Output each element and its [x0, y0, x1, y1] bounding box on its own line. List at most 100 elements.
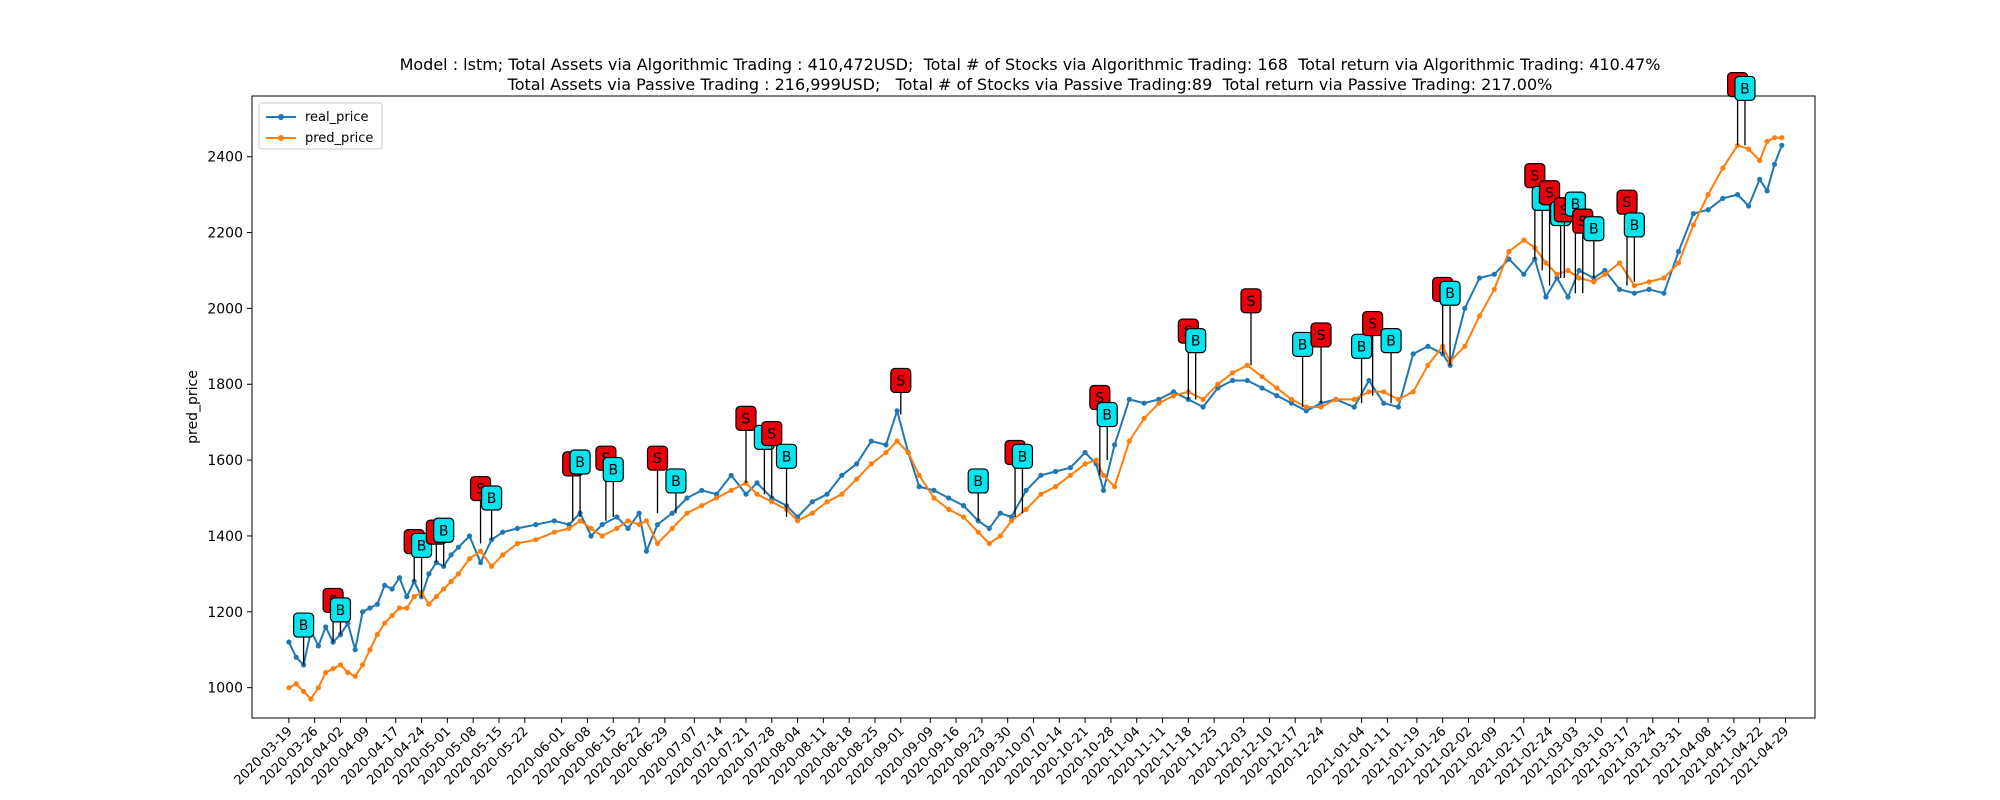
pred-price-point — [1690, 222, 1696, 228]
buy-annotation: B — [602, 456, 624, 517]
annotation-label: B — [671, 474, 681, 490]
sell-annotation: S — [1538, 180, 1561, 286]
pred-price-point — [1631, 283, 1637, 289]
plot-area — [251, 95, 1816, 719]
annotation-label: B — [1018, 449, 1028, 465]
pred-price-point — [1141, 415, 1147, 421]
pred-price-point — [636, 522, 642, 528]
pred-price-point — [455, 571, 461, 577]
buy-marker — [1583, 216, 1605, 242]
sell-annotation: S — [646, 445, 669, 514]
sell-marker — [890, 367, 912, 394]
pred-price-point — [382, 620, 388, 626]
real-price-point — [1244, 377, 1250, 384]
sell-marker — [1310, 322, 1332, 348]
y-tick-label: 1000 — [207, 681, 243, 697]
pred-price-point — [795, 518, 801, 524]
pred-price-point — [1067, 472, 1073, 478]
pred-price-point — [1171, 393, 1177, 399]
pred-price-point — [352, 673, 358, 679]
pred-price-point — [894, 438, 900, 444]
pred-price-point — [654, 540, 661, 547]
real-price-point — [946, 495, 952, 501]
pred-price-point — [1757, 157, 1763, 164]
real-price-point — [1395, 404, 1401, 410]
annotation-label: B — [417, 538, 427, 554]
buy-annotation: B — [967, 468, 989, 521]
annotation-label: B — [1357, 339, 1367, 355]
pred-price-point — [1351, 396, 1357, 402]
real-price-point — [1746, 203, 1752, 209]
real-price-point — [1156, 396, 1162, 402]
buy-annotation: B — [1011, 443, 1034, 514]
annotation-label: B — [1445, 286, 1455, 302]
pred-price-point — [308, 696, 314, 702]
real-price-point — [1462, 305, 1468, 311]
annotation-label: S — [653, 451, 662, 467]
pred-price-point — [1303, 404, 1309, 410]
real-price-point — [975, 518, 981, 524]
trade-annotations: BSBSBSBSBSBSBSBSBSBSBSBSBSBSBSBSBSBSBSBS… — [293, 72, 1756, 665]
sell-annotation: S — [1240, 288, 1262, 366]
buy-annotation: B — [329, 597, 352, 635]
pred-price-point — [551, 529, 557, 535]
real-price-point — [286, 639, 292, 645]
pred-price-point — [1100, 472, 1107, 478]
annotation-label: B — [973, 474, 983, 490]
pred-price-point — [684, 510, 690, 516]
pred-price-point — [1395, 396, 1401, 402]
real-price-point — [1288, 400, 1295, 406]
annotation-label: S — [1368, 317, 1377, 333]
pred-price-point — [1462, 343, 1468, 349]
buy-marker — [569, 449, 591, 475]
annotation-label: S — [1578, 214, 1587, 230]
real-price-point — [323, 624, 329, 630]
pred-price-point — [625, 518, 631, 524]
pred-price-point — [743, 480, 749, 486]
pred-price-point — [1288, 396, 1295, 402]
real-price-point — [1425, 343, 1431, 349]
buy-annotation: B — [1583, 216, 1605, 279]
y-tick-label: 2400 — [207, 150, 243, 166]
real-price-point — [1381, 400, 1387, 406]
sell-marker — [761, 420, 783, 447]
legend-pred-price-label: pred_price — [305, 131, 373, 146]
pred-price-point — [1764, 138, 1770, 145]
pred-price-point — [396, 605, 403, 611]
pred-price-point — [1506, 248, 1512, 255]
pred-price-point — [997, 533, 1003, 539]
real-price-point — [551, 518, 557, 524]
sell-annotation: S — [890, 367, 912, 415]
pred-price-point — [1554, 271, 1560, 277]
pred-price-point — [1053, 484, 1059, 490]
buy-marker — [433, 517, 455, 543]
buy-marker — [1011, 443, 1034, 469]
real-price-point — [1366, 377, 1372, 384]
chart-title-line-2: Total Assets via Passive Trading : 216,9… — [507, 75, 1553, 94]
annotation-label: B — [299, 618, 309, 634]
buy-annotation: B — [1380, 328, 1402, 404]
buy-marker — [1623, 212, 1645, 238]
pred-price-point — [1230, 370, 1236, 376]
real-price-point — [404, 594, 410, 600]
real-price-point — [448, 552, 454, 558]
pred-price-point — [1591, 279, 1597, 285]
pred-price-point — [404, 605, 410, 611]
real-price-point — [1171, 389, 1177, 395]
real-price-point — [636, 510, 642, 516]
chart-title: Model : lstm; Total Assets via Algorithm… — [250, 55, 1810, 95]
pred-price-point — [448, 578, 454, 585]
pred-price-point — [905, 449, 911, 456]
sell-marker — [1240, 288, 1262, 314]
y-tick-label: 1400 — [207, 529, 243, 545]
real-price-point — [1764, 188, 1770, 194]
buy-annotation: B — [665, 468, 687, 514]
pred-price-point — [478, 548, 484, 554]
buy-annotation: B — [293, 612, 315, 665]
real-price-point — [931, 487, 937, 493]
real-price-point — [1008, 514, 1015, 520]
pred-price-point — [986, 540, 992, 547]
pred-price-point — [533, 537, 539, 543]
